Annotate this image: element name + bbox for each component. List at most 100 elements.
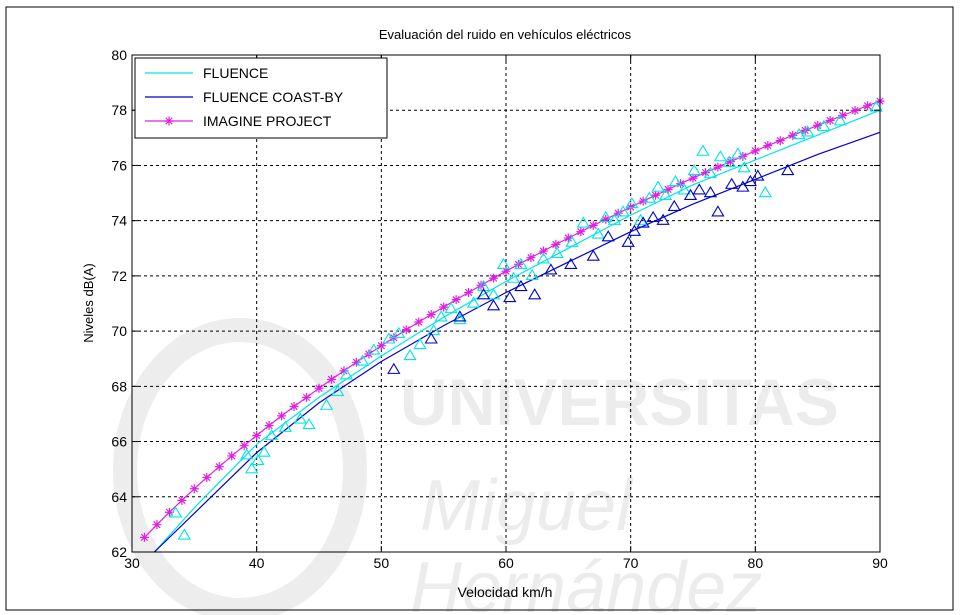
data-point xyxy=(177,495,187,505)
data-point xyxy=(464,287,474,297)
data-point xyxy=(658,188,673,200)
data-point xyxy=(164,507,174,517)
data-point xyxy=(501,266,511,276)
data-point xyxy=(251,453,265,466)
data-point xyxy=(139,532,149,542)
data-point xyxy=(825,115,835,125)
legend-box xyxy=(134,57,388,139)
data-point xyxy=(626,202,636,212)
data-point xyxy=(736,180,750,192)
data-point xyxy=(528,288,542,300)
data-point xyxy=(486,288,501,300)
x-tick-label: 80 xyxy=(748,555,764,571)
data-point xyxy=(711,205,725,217)
data-point xyxy=(513,259,523,269)
data-point xyxy=(737,161,751,173)
data-point xyxy=(240,448,254,460)
data-point xyxy=(683,188,698,200)
y-tick-label: 62 xyxy=(111,544,127,560)
data-point xyxy=(763,141,773,151)
data-point xyxy=(245,462,259,474)
data-point xyxy=(526,253,536,263)
data-point xyxy=(621,235,635,247)
y-tick-label: 68 xyxy=(111,378,127,394)
watermark-seal: UNIVERSITAS Miguel Hernández xyxy=(113,318,839,615)
series-line xyxy=(153,131,881,553)
watermark-line-1: UNIVERSITAS xyxy=(400,365,839,439)
data-point xyxy=(663,184,673,194)
y-tick-label: 80 xyxy=(111,47,127,63)
data-point xyxy=(731,147,745,159)
data-point xyxy=(599,210,613,223)
legend-label: FLUENCE COAST-BY xyxy=(203,89,344,105)
data-point xyxy=(264,428,279,441)
data-point xyxy=(489,273,499,283)
data-point xyxy=(750,146,760,156)
data-point xyxy=(177,528,192,540)
data-point xyxy=(775,136,785,146)
data-point xyxy=(801,125,815,137)
data-point xyxy=(700,168,710,178)
data-point xyxy=(514,257,528,269)
grid-lines xyxy=(132,55,880,552)
data-point xyxy=(214,462,224,472)
data-point xyxy=(551,239,561,249)
data-point xyxy=(277,411,287,421)
data-point xyxy=(514,279,528,292)
data-point xyxy=(633,213,648,225)
data-point xyxy=(326,374,336,384)
legend-label: IMAGINE PROJECT xyxy=(203,113,332,129)
data-point xyxy=(538,246,548,256)
x-tick-label: 30 xyxy=(124,555,140,571)
y-tick-label: 72 xyxy=(111,268,127,284)
data-point xyxy=(869,100,883,112)
data-point xyxy=(651,190,661,200)
data-point xyxy=(239,441,249,451)
data-point xyxy=(339,368,354,380)
watermark-line-3: Hernández xyxy=(410,548,762,615)
data-point xyxy=(401,325,411,335)
data-point xyxy=(833,114,847,126)
data-point xyxy=(367,343,381,355)
data-point xyxy=(426,310,436,320)
data-point xyxy=(414,317,424,327)
data-point xyxy=(227,451,237,461)
data-point xyxy=(387,362,401,374)
chart-title: Evaluación del ruido en vehículos eléctr… xyxy=(379,27,632,42)
data-point xyxy=(413,337,427,350)
data-point xyxy=(293,412,307,424)
data-point xyxy=(743,174,758,187)
legend-marker xyxy=(164,116,174,126)
data-point xyxy=(724,177,739,189)
y-tick-label: 64 xyxy=(111,489,127,505)
data-point xyxy=(351,357,361,367)
data-point xyxy=(392,326,406,339)
legend-label: FLUENCE xyxy=(203,65,268,81)
x-tick-label: 60 xyxy=(498,555,514,571)
data-point xyxy=(427,324,441,336)
data-point xyxy=(302,417,316,430)
data-point xyxy=(591,227,605,239)
data-point xyxy=(302,392,312,402)
data-point xyxy=(616,205,630,217)
data-point xyxy=(813,120,823,130)
data-point xyxy=(486,299,501,311)
data-point xyxy=(601,230,615,242)
y-axis-label: Niveles dB(A) xyxy=(81,263,96,342)
data-point xyxy=(168,506,183,518)
data-point xyxy=(850,105,860,115)
data-point xyxy=(544,263,558,275)
data-point xyxy=(563,233,573,243)
data-point xyxy=(189,484,199,494)
data-point xyxy=(453,310,467,322)
data-point xyxy=(476,288,491,300)
data-point xyxy=(565,235,579,247)
data-point xyxy=(713,162,723,172)
data-point xyxy=(525,268,539,281)
data-point xyxy=(638,196,648,206)
data-point xyxy=(453,312,467,325)
data-point xyxy=(314,383,324,393)
data-point xyxy=(656,213,670,225)
data-point xyxy=(838,110,848,120)
